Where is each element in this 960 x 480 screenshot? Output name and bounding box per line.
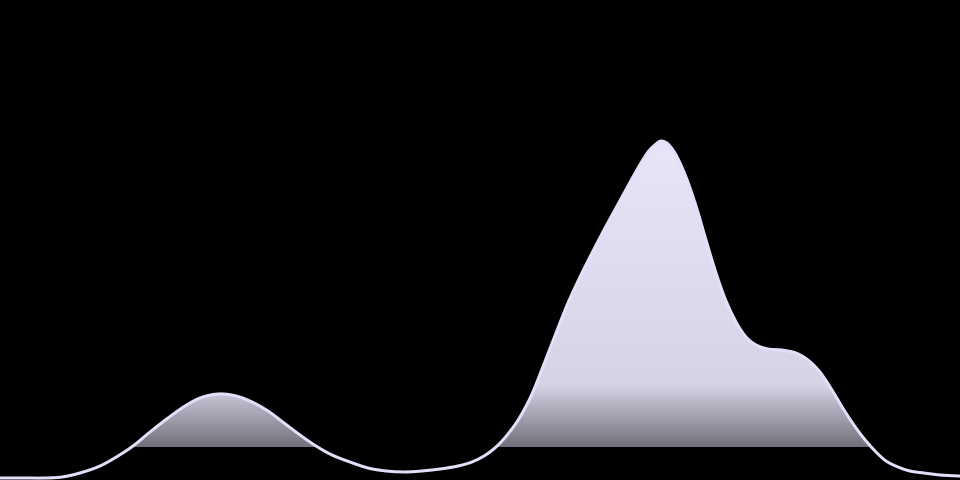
density-curve-line [0, 139, 960, 480]
density-area-fill [131, 141, 872, 447]
